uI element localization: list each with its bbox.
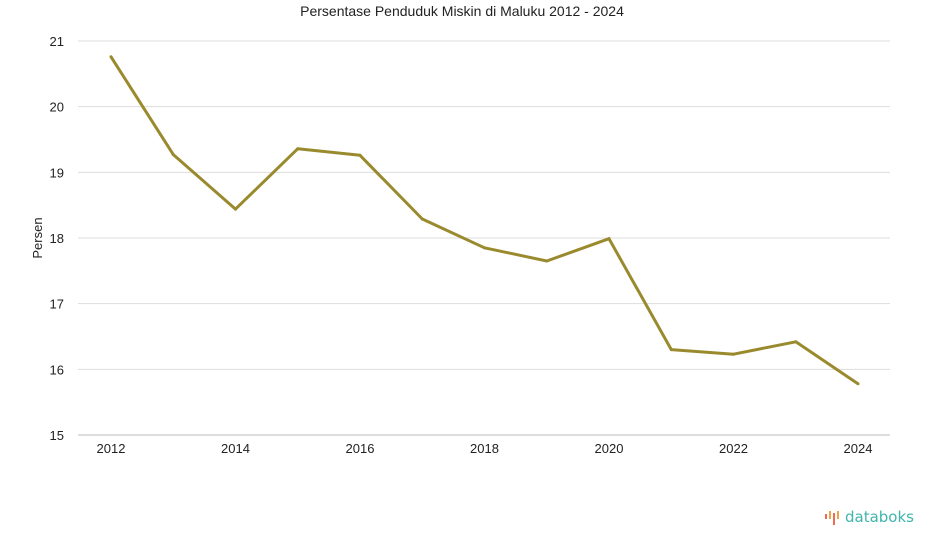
x-tick-label: 2016: [346, 441, 375, 456]
y-tick-label: 19: [50, 165, 64, 180]
data-point[interactable]: [669, 348, 673, 352]
x-tick-label: 2022: [719, 441, 748, 456]
data-point[interactable]: [109, 55, 113, 59]
series-line: [109, 55, 859, 386]
y-tick-label: 16: [50, 362, 64, 377]
y-axis-label: Persen: [30, 217, 45, 258]
data-point[interactable]: [420, 217, 424, 221]
y-tick-label: 18: [50, 231, 64, 246]
logo-text: databoks: [845, 508, 914, 526]
data-point[interactable]: [483, 246, 486, 250]
data-point[interactable]: [732, 352, 735, 356]
y-tick-label: 17: [50, 297, 64, 312]
data-point[interactable]: [296, 147, 300, 151]
x-tick-label: 2018: [470, 441, 499, 456]
data-point[interactable]: [234, 207, 237, 211]
x-tick-label: 2014: [221, 441, 250, 456]
databoks-logo: databoks: [824, 508, 914, 526]
x-tick-label: 2024: [844, 441, 873, 456]
data-point[interactable]: [545, 259, 549, 263]
data-point[interactable]: [607, 237, 611, 241]
logo-icon: [825, 511, 839, 525]
y-tick-label: 15: [50, 428, 64, 443]
y-tick-label: 21: [50, 34, 64, 49]
data-point[interactable]: [171, 153, 175, 157]
data-point[interactable]: [856, 382, 860, 386]
y-tick-label: 20: [50, 100, 64, 115]
x-tick-label: 2020: [595, 441, 624, 456]
chart-title: Persentase Penduduk Miskin di Maluku 201…: [300, 3, 624, 19]
data-point[interactable]: [794, 340, 798, 344]
data-point[interactable]: [358, 153, 362, 157]
x-tick-label: 2012: [97, 441, 126, 456]
